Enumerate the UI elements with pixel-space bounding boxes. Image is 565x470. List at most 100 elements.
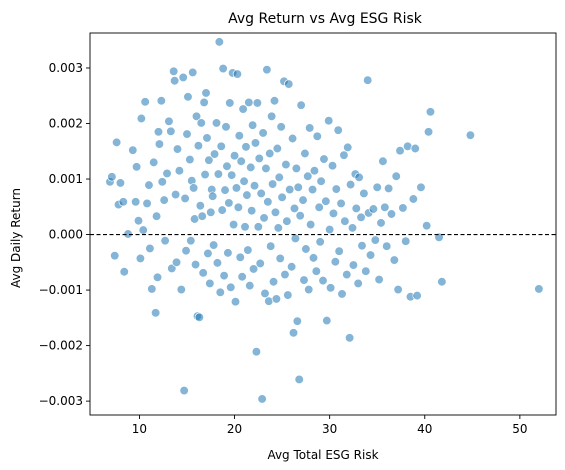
data-point [275,253,285,264]
y-axis-label: Avg Daily Return [9,188,23,288]
data-point [123,229,133,239]
data-point [269,96,280,106]
data-point [151,211,162,221]
data-point [534,284,544,294]
data-point [233,202,244,212]
data-point [131,162,142,172]
data-point [243,245,253,255]
data-point [361,266,371,276]
data-point [380,202,390,212]
data-point [293,182,303,193]
y-tick-label: 0.002 [49,117,83,131]
data-point [321,196,331,206]
data-point [222,161,232,171]
data-point [195,201,205,211]
y-tick-label: −0.002 [39,339,83,353]
data-point [309,166,320,176]
data-point [264,296,274,306]
data-point [229,151,240,161]
data-point [209,149,220,159]
data-point [365,250,376,260]
data-point [218,63,228,74]
data-point [253,222,263,232]
data-point [196,118,206,128]
data-point [255,258,265,269]
data-point [308,253,319,263]
data-point [357,240,367,251]
data-point [300,148,310,159]
data-point [299,275,309,285]
plot-frame [89,32,557,416]
data-point [345,179,356,190]
data-point [343,142,353,153]
data-point [242,190,252,200]
data-points [105,37,544,404]
data-point [201,88,211,98]
data-point [294,374,304,385]
data-point [248,264,259,274]
data-point [325,224,335,235]
data-point [232,69,243,79]
data-point [402,141,413,151]
data-point [340,216,350,226]
data-point [370,235,380,245]
data-point [215,287,225,297]
data-point [153,127,164,137]
data-point [193,141,204,151]
data-point [305,123,315,133]
data-point [347,223,358,233]
data-point [138,225,148,235]
data-point [268,277,279,287]
data-point [437,277,447,287]
data-point [298,195,308,205]
data-point [130,197,141,207]
data-point [408,194,419,204]
data-point [372,182,382,193]
data-point [111,137,122,148]
x-tick-label: 20 [227,422,242,436]
data-point [178,72,188,83]
data-point [325,283,336,293]
data-point [213,169,224,179]
data-point [416,182,426,193]
data-point [376,218,386,228]
data-point [200,169,210,180]
data-point [224,198,234,208]
data-point [266,241,276,251]
data-point [260,288,270,299]
data-point [227,170,237,180]
data-point [166,126,176,136]
data-point [287,133,298,144]
data-point [205,278,215,289]
data-point [262,64,272,75]
data-point [280,269,290,280]
data-point [292,316,302,326]
y-axis: −0.003 −0.002 −0.001 0.000 0.001 0.002 0.003 [39,61,90,408]
data-point [289,203,300,214]
data-point [395,146,405,156]
data-point [179,385,189,396]
data-point [277,192,287,203]
data-point [348,260,359,270]
data-point [241,142,251,152]
data-point [363,75,373,85]
data-point [214,37,224,47]
data-point [307,184,318,195]
data-point [180,193,190,204]
data-point [236,156,246,166]
data-point [425,107,436,117]
data-point [353,278,363,289]
y-tick-label: 0.003 [49,61,83,75]
data-point [245,280,255,291]
data-point [107,172,117,182]
data-point [154,139,165,149]
data-point [251,347,262,357]
data-point [257,394,267,404]
data-point [234,131,244,141]
x-tick-label: 10 [132,422,147,436]
data-point [311,266,321,276]
data-point [282,216,292,226]
x-tick-label: 30 [322,422,337,436]
data-point [167,263,177,274]
